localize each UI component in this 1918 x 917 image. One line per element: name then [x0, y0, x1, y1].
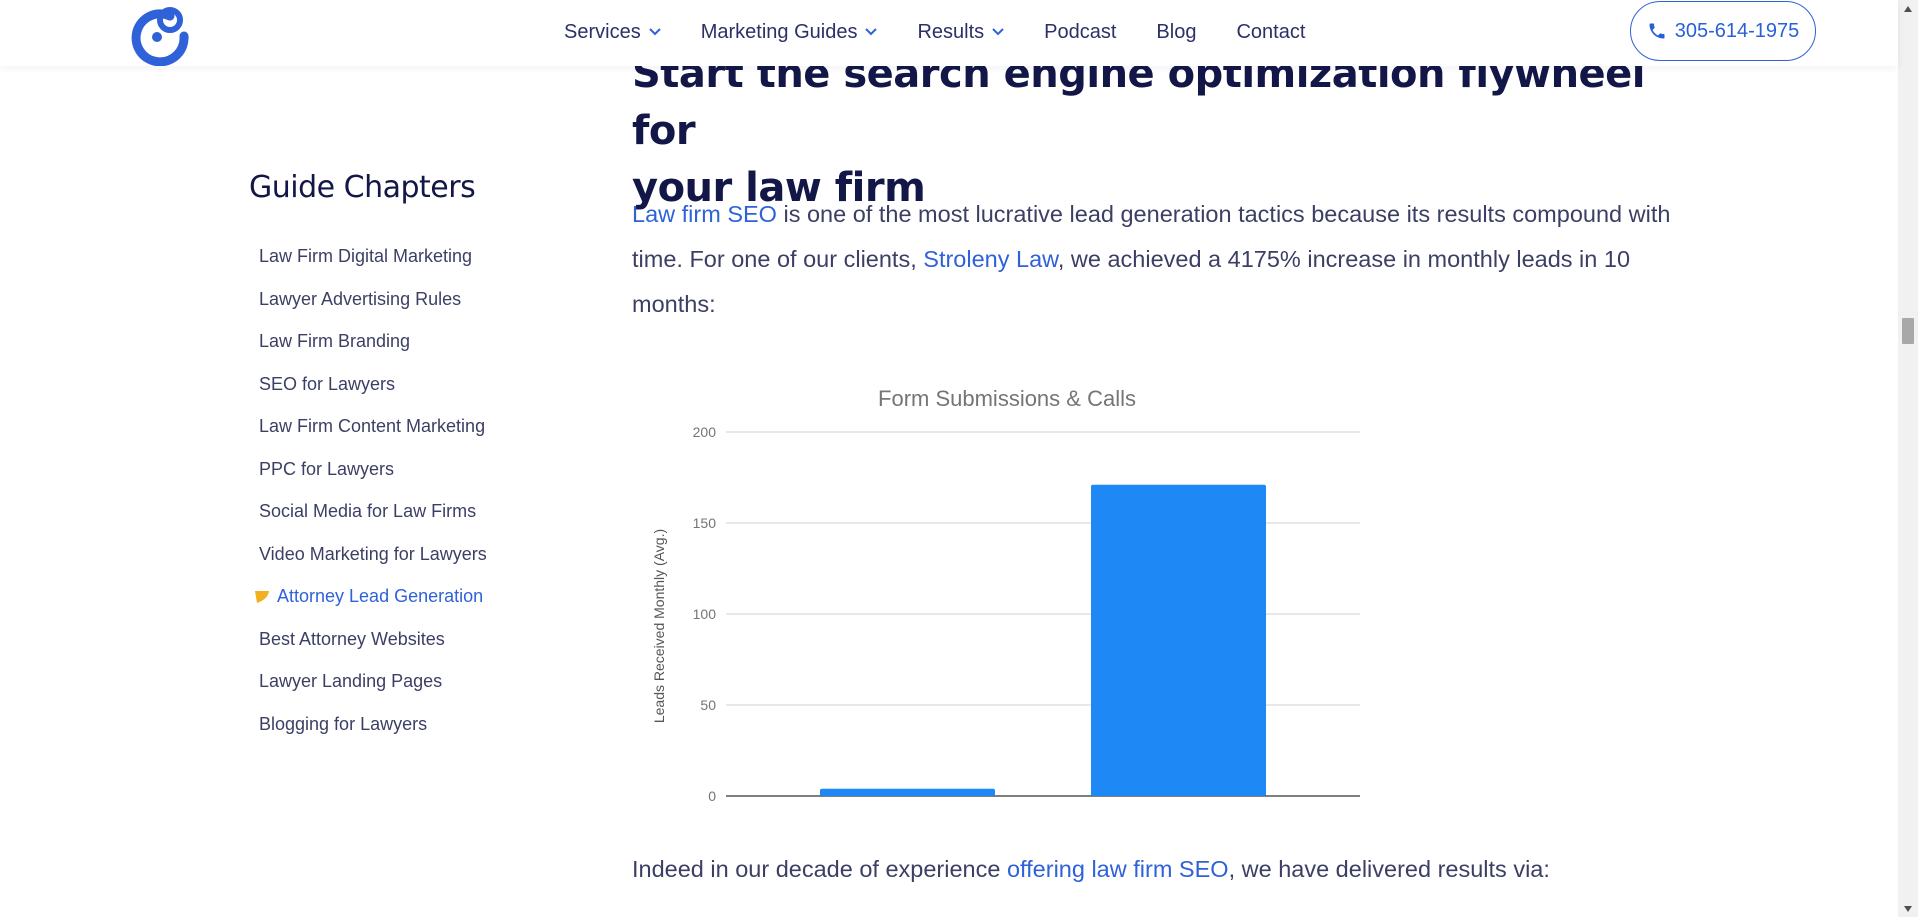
- phone-number: 305-614-1975: [1674, 19, 1800, 42]
- leads-chart-svg: Form Submissions & Calls Leads Received M…: [651, 386, 1360, 804]
- stroleny-law-link[interactable]: Stroleny Law: [923, 246, 1058, 272]
- results-text-2: , we have delivered results via:: [1228, 856, 1550, 882]
- heading-line-1: Start the search engine optimization fly…: [632, 51, 1646, 154]
- guide-chapters-sidebar: Guide Chapters Law Firm Digital Marketin…: [249, 170, 549, 745]
- y-tick-label: 100: [693, 606, 717, 622]
- chapter-label: Law Firm Digital Marketing: [259, 246, 473, 266]
- chapter-item[interactable]: Attorney Lead Generation: [249, 575, 549, 618]
- intro-text-2: , we achieved a 4175% increase in monthl…: [632, 246, 1631, 317]
- results-text-1: Indeed in our decade of experience: [632, 856, 1007, 882]
- active-chapter-marker-icon: [255, 591, 269, 603]
- chapter-item[interactable]: SEO for Lawyers: [249, 363, 549, 406]
- page-scrollbar[interactable]: [1898, 0, 1918, 917]
- y-tick-label: 0: [708, 788, 716, 804]
- leads-chart: Form Submissions & Calls Leads Received M…: [632, 374, 1372, 814]
- nav-item-services[interactable]: Services: [564, 21, 661, 44]
- phone-icon: [1649, 23, 1665, 39]
- nav-label: Contact: [1236, 20, 1306, 43]
- y-tick-label: 200: [693, 424, 717, 440]
- nav-label: Services: [564, 20, 641, 43]
- phone-button[interactable]: 305-614-1975: [1630, 1, 1816, 61]
- chapter-list: Law Firm Digital Marketing Lawyer Adverti…: [249, 235, 549, 745]
- results-paragraph: Indeed in our decade of experience offer…: [632, 847, 1692, 892]
- chapter-label: Attorney Lead Generation: [277, 586, 484, 606]
- chapter-item[interactable]: Lawyer Landing Pages: [249, 660, 549, 703]
- sidebar-title: Guide Chapters: [249, 170, 476, 205]
- offering-law-firm-seo-link[interactable]: offering law firm SEO: [1006, 856, 1229, 882]
- nav-label: Podcast: [1044, 20, 1117, 43]
- chapter-item[interactable]: Lawyer Advertising Rules: [249, 278, 549, 321]
- nav-label: Results: [917, 20, 985, 43]
- chart-bar: [1091, 484, 1266, 796]
- nav-item-podcast[interactable]: Podcast: [1044, 21, 1116, 44]
- main-nav: Services Marketing Guides Results Podcast Bl…: [564, 0, 1345, 64]
- chapter-label: PPC for Lawyers: [259, 458, 395, 479]
- chapter-item[interactable]: Law Firm Branding: [249, 320, 549, 363]
- chart-bar: [820, 788, 995, 796]
- scroll-thumb[interactable]: [1902, 318, 1914, 344]
- chart-title: Form Submissions & Calls: [878, 386, 1136, 411]
- chapter-label: SEO for Lawyers: [259, 373, 396, 394]
- chapter-item[interactable]: Law Firm Digital Marketing: [249, 235, 549, 278]
- law-firm-seo-link[interactable]: Law firm SEO: [632, 201, 777, 227]
- chapter-label: Blogging for Lawyers: [259, 713, 428, 734]
- chevron-down-icon: [865, 28, 878, 36]
- chapter-item[interactable]: Law Firm Content Marketing: [249, 405, 549, 448]
- scroll-down-icon[interactable]: [1898, 900, 1918, 917]
- y-axis-label: Leads Received Monthly (Avg.): [651, 529, 667, 723]
- nav-label: Marketing Guides: [700, 20, 858, 43]
- scroll-up-icon[interactable]: [1898, 0, 1918, 17]
- intro-text-1: is one of the most lucrative lead genera…: [632, 201, 1671, 272]
- chapter-item[interactable]: Social Media for Law Firms: [249, 490, 549, 533]
- intro-paragraph: Law firm SEO is one of the most lucrativ…: [632, 192, 1692, 327]
- chevron-down-icon: [648, 28, 661, 36]
- chapter-label: Law Firm Content Marketing: [259, 416, 486, 436]
- chapter-label: Video Marketing for Lawyers: [259, 543, 487, 564]
- chapter-label: Lawyer Advertising Rules: [259, 288, 462, 309]
- site-header: Services Marketing Guides Results Podcast Bl…: [0, 0, 1898, 67]
- nav-item-marketing-guides[interactable]: Marketing Guides: [701, 21, 878, 44]
- logo-icon[interactable]: [126, 2, 190, 67]
- nav-item-results[interactable]: Results: [917, 21, 1004, 44]
- chapter-label: Law Firm Branding: [259, 331, 411, 351]
- nav-label: Blog: [1156, 20, 1197, 43]
- y-tick-label: 150: [693, 515, 717, 531]
- chapter-item[interactable]: Video Marketing for Lawyers: [249, 533, 549, 576]
- y-tick-label: 50: [700, 697, 716, 713]
- chapter-label: Best Attorney Websites: [259, 628, 445, 649]
- chevron-down-icon: [992, 28, 1004, 36]
- chapter-item[interactable]: Blogging for Lawyers: [249, 703, 549, 746]
- chapter-item[interactable]: PPC for Lawyers: [249, 448, 549, 491]
- chapter-label: Lawyer Landing Pages: [259, 671, 443, 691]
- nav-item-blog[interactable]: Blog: [1156, 21, 1196, 44]
- chapter-item[interactable]: Best Attorney Websites: [249, 618, 549, 661]
- nav-item-contact[interactable]: Contact: [1236, 21, 1305, 44]
- chapter-label: Social Media for Law Firms: [259, 501, 477, 521]
- heading-line-2: your law firm: [632, 165, 926, 211]
